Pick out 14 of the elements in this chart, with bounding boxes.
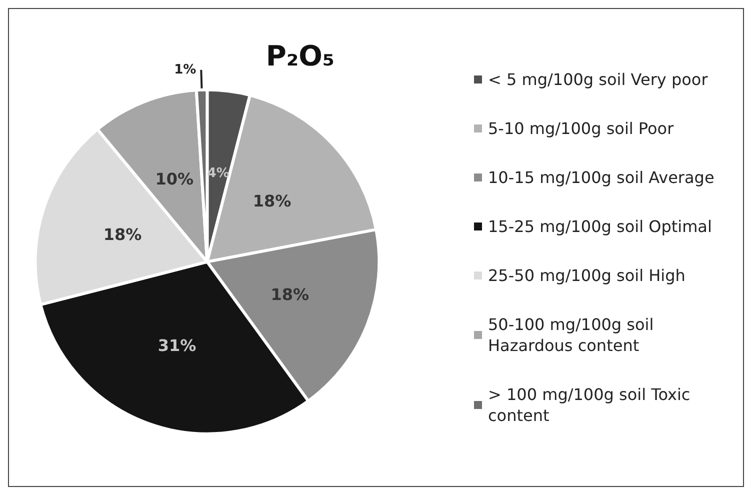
legend-label: 10-15 mg/100g soil Average xyxy=(488,168,714,187)
legend-label: 50-100 mg/100g soil Hazardous content xyxy=(488,315,659,355)
legend-label: < 5 mg/100g soil Very poor xyxy=(488,70,708,89)
data-label: 1% xyxy=(174,62,196,78)
data-label: 18% xyxy=(252,191,292,210)
chart-title: P₂O₅ xyxy=(266,40,335,72)
data-label: 31% xyxy=(158,336,196,356)
data-label: 18% xyxy=(270,285,310,304)
legend-label: 5-10 mg/100g soil Poor xyxy=(488,119,674,138)
legend-label: > 100 mg/100g soil Toxic content xyxy=(488,385,696,425)
legend-label: 25-50 mg/100g soil High xyxy=(488,266,686,285)
legend-label: 15-25 mg/100g soil Optimal xyxy=(488,217,712,236)
data-label: 18% xyxy=(103,224,142,244)
data-label: 10% xyxy=(155,170,194,189)
